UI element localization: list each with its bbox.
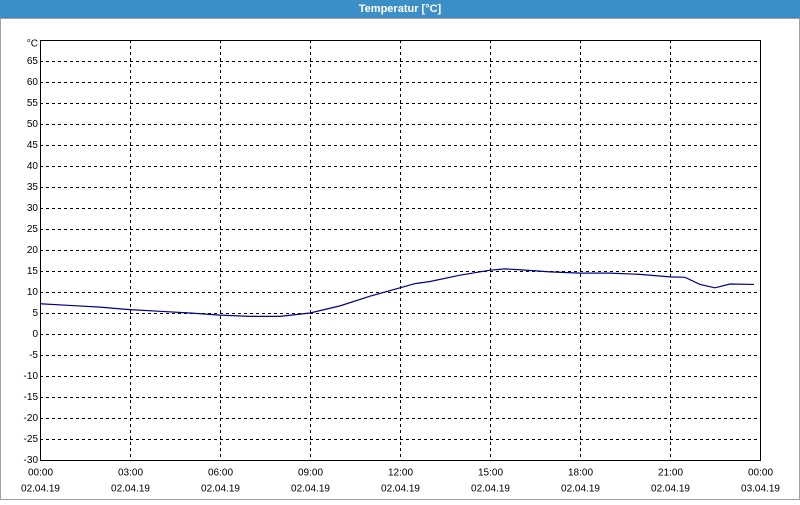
y-tick-label: -5 [29,350,38,361]
y-tick-label: 10 [27,287,39,298]
x-tick-date: 02.04.19 [651,484,690,495]
y-tick-label: 45 [27,140,39,151]
x-tick-date: 02.04.19 [561,484,600,495]
x-tick-label: 03:00 [118,468,143,479]
x-tick-date: 02.04.19 [201,484,240,495]
x-tick-label: 15:00 [478,468,503,479]
x-tick-date: 02.04.19 [111,484,150,495]
y-tick-label: 5 [32,308,38,319]
x-tick-date: 02.04.19 [291,484,330,495]
x-tick-date: 03.04.19 [741,484,780,495]
y-tick-label: -15 [24,392,39,403]
x-tick-label: 00:00 [748,468,773,479]
y-tick-label: -30 [24,455,39,466]
title-bar [0,0,800,18]
x-tick-date: 02.04.19 [21,484,60,495]
y-tick-label: 60 [27,77,39,88]
x-tick-label: 18:00 [568,468,593,479]
y-tick-label: 20 [27,245,39,256]
y-tick-label: -25 [24,434,39,445]
x-tick-date: 02.04.19 [471,484,510,495]
y-tick-label: 40 [27,161,39,172]
x-tick-label: 06:00 [208,468,233,479]
y-tick-label: 65 [27,56,39,67]
y-tick-label: 35 [27,182,39,193]
y-tick-label: 50 [27,119,39,130]
y-tick-label: 55 [27,98,39,109]
y-unit: °C [27,39,38,50]
line [39,268,755,317]
x-tick-label: 09:00 [298,468,323,479]
y-tick-label: 30 [27,203,39,214]
y-tick-label: -10 [24,371,39,382]
y-tick-label: 25 [27,224,39,235]
x-tick-label: 00:00 [28,468,53,479]
x-tick-label: 12:00 [388,468,413,479]
y-tick-label: -20 [24,413,39,424]
x-tick-date: 02.04.19 [381,484,420,495]
x-tick-label: 21:00 [658,468,683,479]
y-tick-label: 15 [27,266,39,277]
y-tick-label: 0 [32,329,38,340]
chart-title: Temperatur [°C] [359,3,442,15]
